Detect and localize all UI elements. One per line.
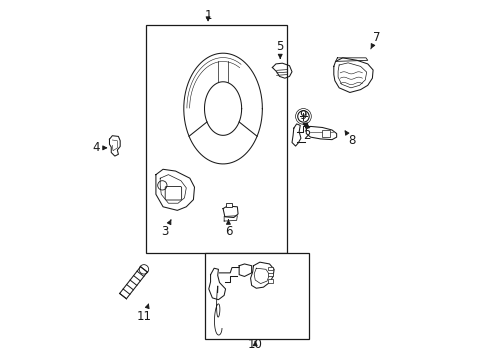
Bar (267, 279, 272, 283)
Text: 11: 11 (137, 304, 152, 323)
FancyBboxPatch shape (165, 186, 181, 200)
Bar (205, 253, 308, 339)
Text: 10: 10 (247, 338, 262, 351)
Text: 5: 5 (276, 40, 284, 58)
Text: 2: 2 (303, 123, 310, 142)
Text: 8: 8 (345, 131, 355, 147)
Bar (225, 203, 231, 207)
Bar (267, 267, 272, 270)
Text: 1: 1 (204, 9, 211, 22)
Text: 4: 4 (92, 141, 106, 154)
Text: 6: 6 (224, 220, 232, 238)
Bar (322, 130, 329, 138)
Text: 7: 7 (370, 31, 380, 49)
Polygon shape (335, 58, 367, 62)
Bar (146, 24, 287, 253)
Text: 3: 3 (161, 220, 171, 238)
Bar (267, 273, 272, 276)
Text: 9: 9 (299, 109, 306, 128)
